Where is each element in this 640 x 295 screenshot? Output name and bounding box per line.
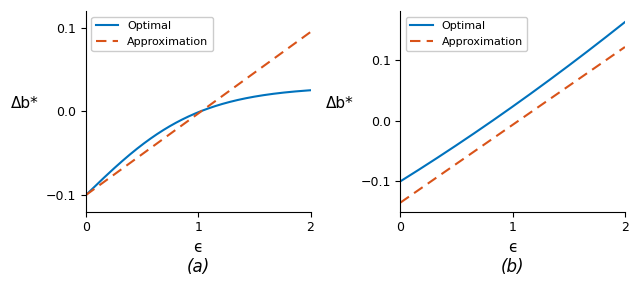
Approximation [105, 177, 113, 180]
Approximation [495, 132, 503, 136]
Optimal [397, 180, 404, 183]
Y-axis label: Δb*: Δb* [326, 96, 353, 112]
Optimal [576, 56, 584, 59]
Optimal [572, 59, 579, 62]
Approximation [487, 138, 495, 141]
Approximation [82, 193, 90, 197]
Line: Optimal: Optimal [86, 90, 310, 195]
Approximation [621, 45, 628, 49]
Optimal [257, 94, 265, 97]
Line: Approximation: Approximation [401, 47, 625, 203]
Legend: Optimal, Approximation: Optimal, Approximation [92, 17, 212, 51]
Approximation [576, 77, 584, 80]
Optimal [487, 120, 495, 123]
Optimal [82, 193, 90, 197]
Y-axis label: Δb*: Δb* [11, 96, 39, 112]
Approximation [257, 66, 265, 70]
Approximation [397, 201, 404, 204]
Approximation [173, 127, 180, 131]
Optimal [551, 74, 559, 78]
Approximation [181, 122, 189, 125]
Approximation [307, 30, 314, 34]
Text: (a): (a) [187, 258, 210, 276]
Approximation [572, 79, 579, 83]
Optimal [495, 114, 503, 118]
Legend: Optimal, Approximation: Optimal, Approximation [406, 17, 527, 51]
Optimal [261, 93, 269, 97]
Line: Optimal: Optimal [401, 22, 625, 181]
Optimal [307, 88, 314, 92]
Line: Approximation: Approximation [86, 32, 310, 195]
Approximation [236, 81, 244, 85]
Optimal [236, 98, 244, 101]
X-axis label: ϵ: ϵ [508, 240, 517, 255]
Approximation [551, 94, 559, 98]
X-axis label: ϵ: ϵ [193, 240, 203, 255]
Optimal [173, 121, 180, 124]
Approximation [419, 185, 427, 189]
Approximation [261, 63, 269, 67]
Text: (b): (b) [501, 258, 524, 276]
Optimal [181, 117, 189, 120]
Optimal [419, 165, 427, 169]
Optimal [621, 20, 628, 24]
Optimal [105, 171, 113, 175]
